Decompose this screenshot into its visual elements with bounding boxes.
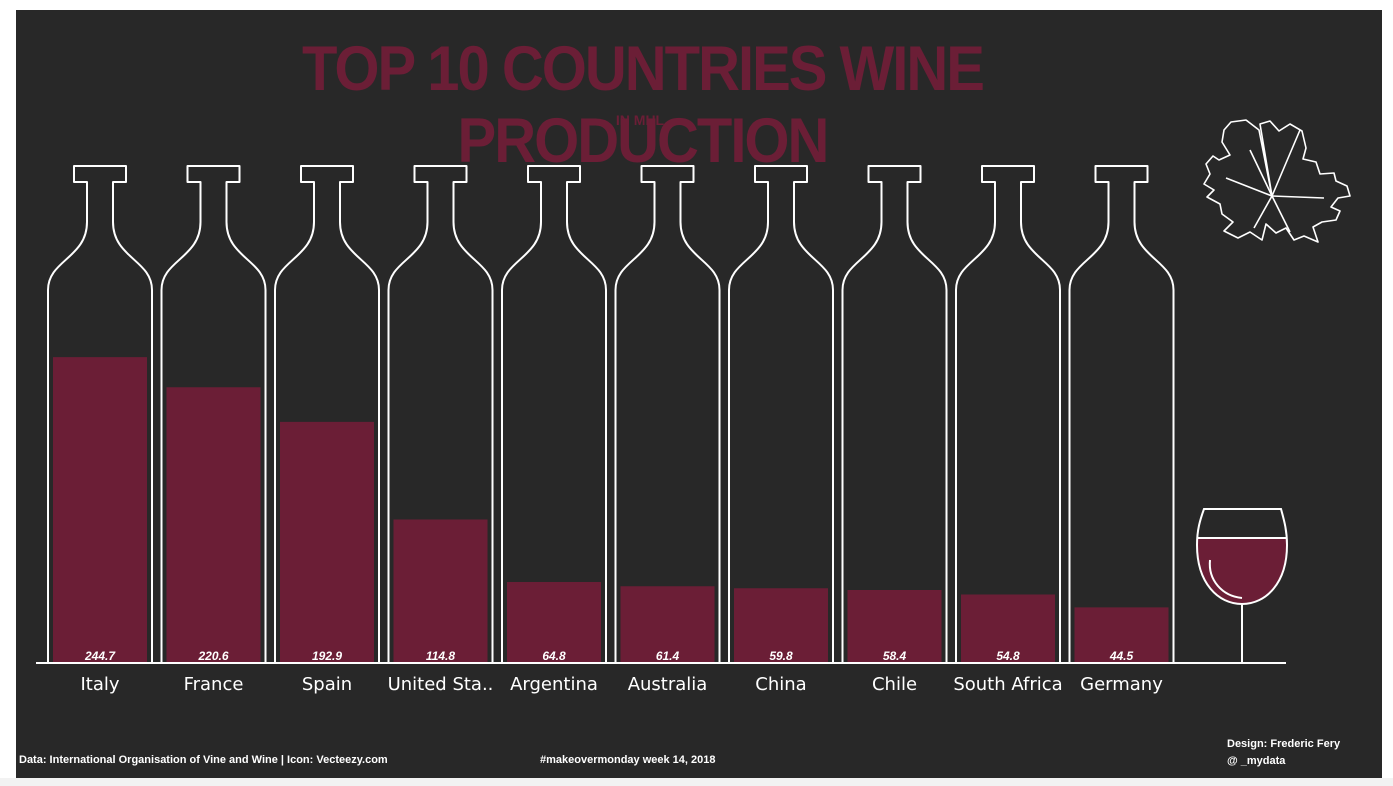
bar-3 [393,519,488,663]
data-source-note: Data: International Organisation of Vine… [19,754,388,766]
bar-5 [620,586,715,663]
design-credit: Design: Frederic Fery [1227,738,1341,750]
bottom-strip [0,778,1393,786]
chart-subtitle: IN MHL [615,112,665,128]
makeovermonday-tag: #makeovermonday week 14, 2018 [540,754,716,766]
value-label: 54.8 [996,649,1020,663]
wine-bottle-icon [274,165,380,664]
value-label: 58.4 [883,649,907,663]
wine-bottle-icon [47,165,153,664]
value-label: 192.9 [312,649,342,663]
wine-glass-icon [1195,508,1289,663]
value-label: 244.7 [84,649,116,663]
wine-bottle-icon [614,165,721,664]
bar-7 [847,590,942,663]
value-label: 114.8 [426,649,455,663]
bar-2 [280,421,374,663]
value-label: 64.8 [542,649,566,663]
bar-4 [507,582,601,663]
wine-bottle-icon [841,165,948,664]
chart-title: TOP 10 COUNTRIES WINE PRODUCTION [302,33,985,177]
value-label: 220.6 [197,649,228,663]
category-label: South Africa [953,674,1062,695]
category-label: France [184,674,244,695]
wine-bottle-icon [387,165,494,664]
bar-8 [961,594,1055,663]
bar-1 [166,387,261,663]
category-label: Italy [80,674,119,695]
value-label: 44.5 [1109,649,1134,663]
value-label: 61.4 [656,649,680,663]
wine-bottle-icon [728,165,834,664]
category-label: Germany [1080,674,1163,695]
bars-layer [53,357,1169,663]
bar-9 [1074,607,1169,663]
wine-bottle-icon [1068,165,1175,664]
grape-leaf-icon [1203,119,1351,243]
category-label: Spain [302,674,352,695]
bar-0 [53,357,147,663]
wine-bottle-icon [955,165,1061,664]
category-label: China [755,674,806,695]
bar-6 [734,588,828,663]
category-label: Argentina [510,674,598,695]
wine-bottle-icon [160,165,267,664]
category-label: United Sta.. [388,674,494,695]
labels-layer: 244.7 Italy 220.6 France 192.9 Spain 114.8 Unit… [80,649,1163,695]
category-label: Australia [628,674,708,695]
bottles-layer [47,165,1175,664]
wine-bottle-icon [501,165,607,664]
category-label: Chile [872,674,917,695]
design-handle: @ _mydata [1227,755,1286,767]
value-label: 59.8 [769,649,793,663]
